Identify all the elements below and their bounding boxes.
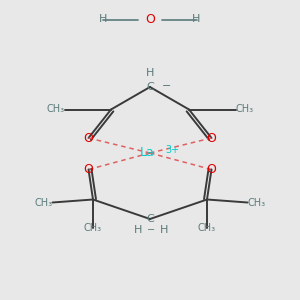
Text: C: C xyxy=(146,82,154,92)
Text: O: O xyxy=(84,163,93,176)
Text: O: O xyxy=(84,131,93,145)
Text: CH₃: CH₃ xyxy=(236,104,253,115)
Text: CH₃: CH₃ xyxy=(248,197,266,208)
Text: CH₃: CH₃ xyxy=(34,197,52,208)
Text: CH₃: CH₃ xyxy=(46,104,64,115)
Text: −: − xyxy=(147,225,156,235)
Text: H: H xyxy=(160,225,169,236)
Text: H: H xyxy=(146,68,154,79)
Text: 3+: 3+ xyxy=(165,145,180,155)
Text: CH₃: CH₃ xyxy=(198,223,216,233)
Text: C: C xyxy=(146,214,154,224)
Text: O: O xyxy=(207,163,216,176)
Text: −: − xyxy=(162,80,171,91)
Text: La: La xyxy=(140,146,154,160)
Text: CH₃: CH₃ xyxy=(84,223,102,233)
Text: O: O xyxy=(145,13,155,26)
Text: H: H xyxy=(99,14,108,25)
Text: H: H xyxy=(192,14,201,25)
Text: O: O xyxy=(207,131,216,145)
Text: H: H xyxy=(134,225,142,236)
